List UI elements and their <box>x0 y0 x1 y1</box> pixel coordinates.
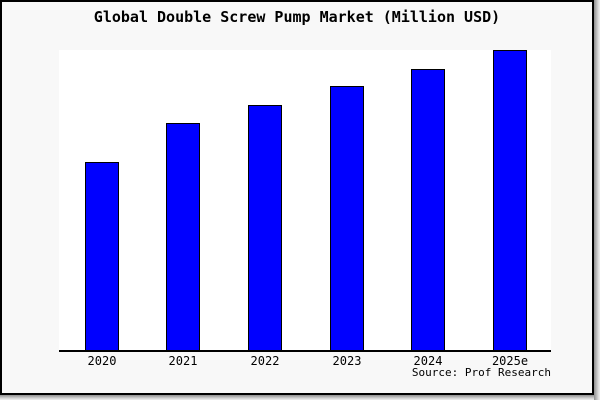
x-tick-2024: 2024 <box>413 354 443 368</box>
frame-shadow-right <box>594 0 600 400</box>
chart-title: Global Double Screw Pump Market (Million… <box>93 8 501 26</box>
x-tick-2022: 2022 <box>250 354 280 368</box>
x-tick-2020: 2020 <box>87 354 117 368</box>
bar-2020 <box>85 162 119 350</box>
bar-2021 <box>166 123 200 350</box>
bar-2025e <box>493 50 527 350</box>
bar-2024 <box>411 69 445 350</box>
x-tick-2023: 2023 <box>332 354 362 368</box>
x-tick-2025e: 2025e <box>491 354 529 368</box>
bar-2023 <box>330 86 364 350</box>
chart-frame: Global Double Screw Pump Market (Million… <box>0 0 594 395</box>
frame-shadow-bottom <box>0 395 594 400</box>
source-credit: Source: Prof Research <box>411 366 551 379</box>
x-tick-2021: 2021 <box>168 354 198 368</box>
plot-area <box>59 50 551 352</box>
bar-2022 <box>248 105 282 350</box>
